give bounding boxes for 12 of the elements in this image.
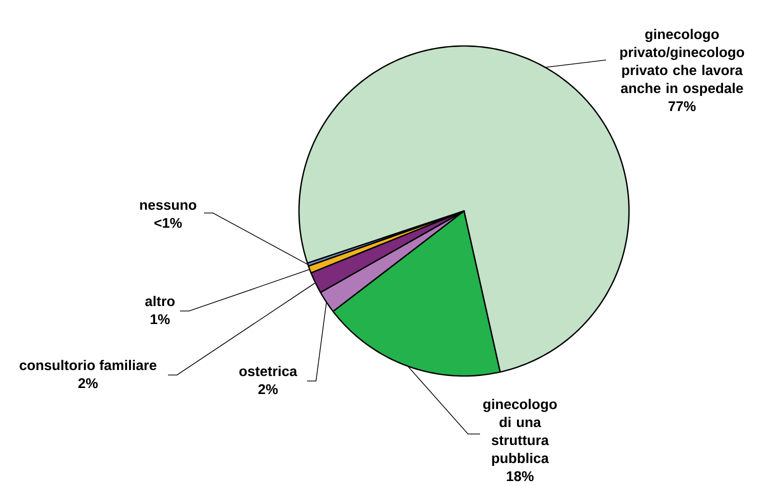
slice-label: ginecologo di una struttura pubblica (483, 398, 557, 466)
slice-label: ginecologo privato/ginecologo privato che lavora anche in ospedale (620, 28, 744, 96)
slice-label: ostetrica (239, 366, 298, 376)
slice-label: consultorio familiare (20, 360, 156, 370)
data-label: 1% (150, 314, 170, 324)
data-label: 2% (78, 378, 98, 388)
data-label: 18% (506, 471, 534, 482)
slice-label: nessuno (140, 202, 196, 210)
data-label: <1% (154, 218, 182, 228)
slice-label: altro (145, 296, 175, 306)
data-label: 77% (668, 101, 696, 112)
data-label: 2% (258, 384, 278, 394)
